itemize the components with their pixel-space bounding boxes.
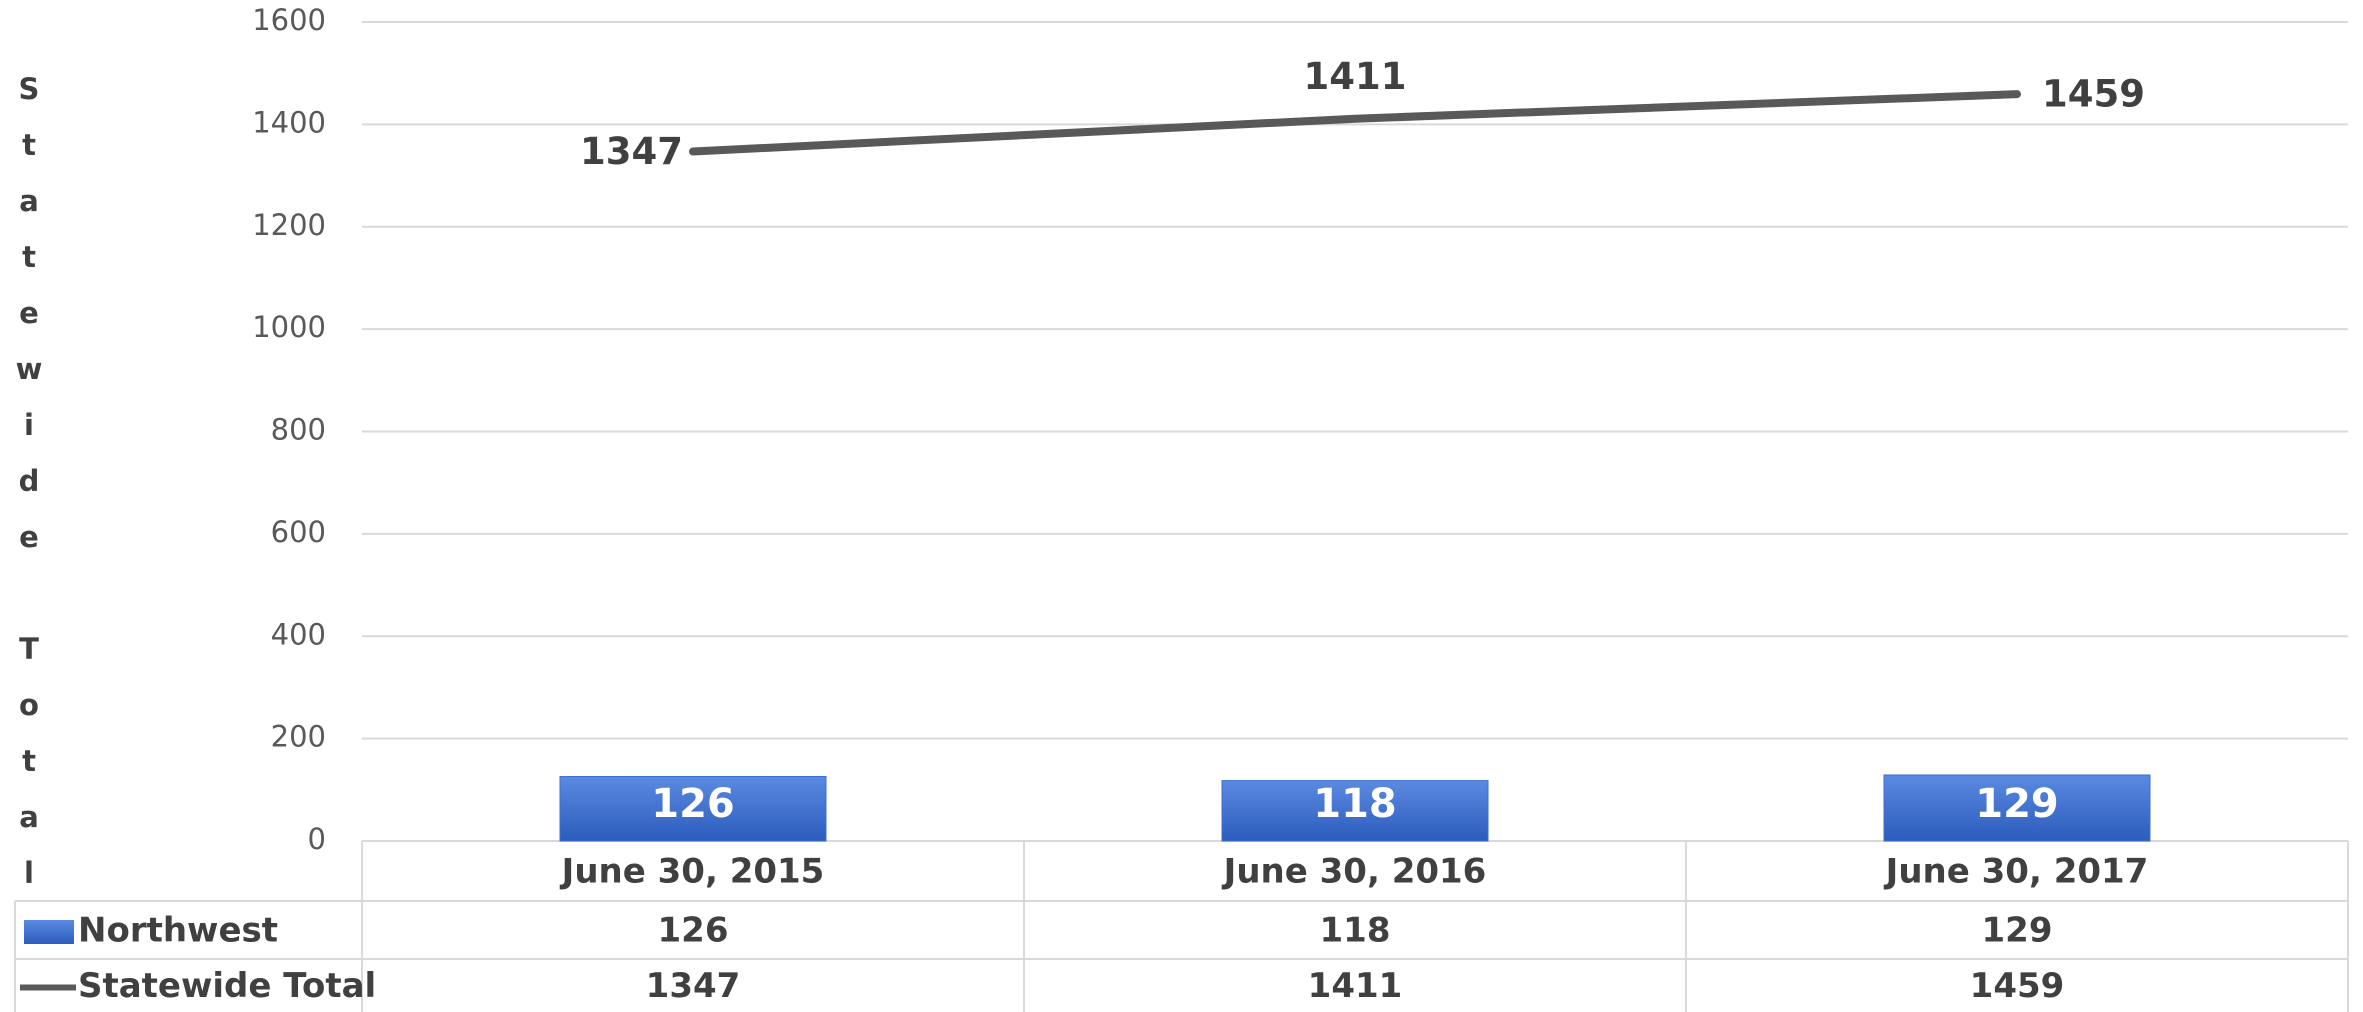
bar-value-label: 129: [1975, 781, 2059, 827]
y-tick-label: 400: [271, 617, 326, 651]
bar-value-label: 126: [651, 781, 735, 827]
table-value: 118: [1320, 911, 1391, 951]
x-tick-label: June 30, 2017: [1884, 852, 2149, 892]
y-tick-label: 1200: [252, 208, 326, 242]
line-value-label: 1411: [1304, 55, 1407, 98]
bar-value-label: 118: [1313, 781, 1397, 827]
y-tick-label: 800: [271, 413, 326, 447]
legend-label: Statewide Total: [78, 966, 376, 1006]
line-value-label: 1347: [580, 130, 683, 173]
legend-key: [24, 920, 74, 944]
y-tick-label: 0: [308, 822, 326, 856]
table-value: 1347: [646, 966, 741, 1006]
x-tick-label: June 30, 2015: [560, 852, 825, 892]
y-tick-label: 200: [271, 720, 326, 754]
table-value: 1459: [1970, 966, 2065, 1006]
line-value-label: 1459: [2042, 73, 2145, 116]
y-tick-label: 1400: [252, 105, 326, 139]
legend-label: Northwest: [78, 911, 278, 951]
bar: [1221, 780, 1489, 842]
table-value: 1411: [1308, 966, 1403, 1006]
y-tick-label: 1600: [252, 3, 326, 37]
y-axis-title: Statewide Total: [12, 72, 46, 912]
y-tick-label: 1000: [252, 310, 326, 344]
bar: [1883, 774, 2151, 842]
line: [689, 90, 2021, 156]
bar: [559, 776, 827, 842]
table-value: 126: [658, 911, 729, 951]
y-tick-label: 600: [271, 515, 326, 549]
x-tick-label: June 30, 2016: [1222, 852, 1487, 892]
table-value: 129: [1982, 911, 2053, 951]
